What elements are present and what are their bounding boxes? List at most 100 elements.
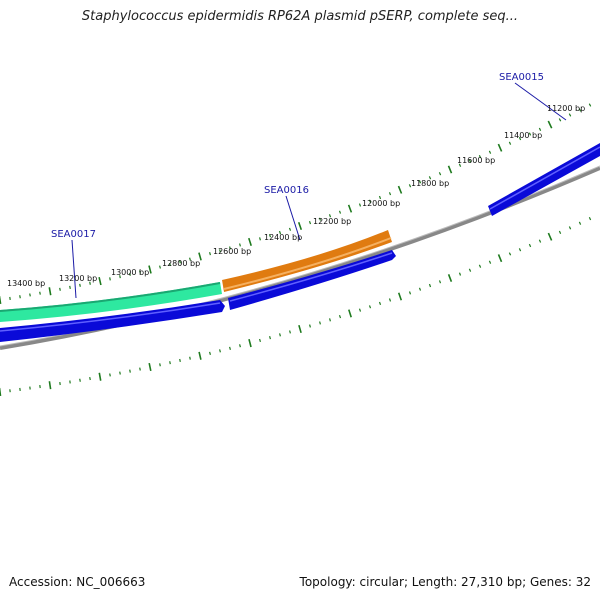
tick-minor [478,155,482,159]
tick-minor [278,230,282,235]
tick-major [497,254,503,263]
tick-minor [458,163,462,167]
tick-minor [269,336,271,340]
tick-label-13400: 13400 bp [7,279,45,288]
outer-tick-ring [0,103,592,304]
tick-minor [538,239,542,243]
tick-minor [109,277,111,281]
tick-minor [508,252,512,256]
tick-minor [129,369,131,373]
tick-minor [139,270,141,274]
tick-minor [89,376,91,381]
tick-label-11800: 11800 bp [411,179,449,188]
inner-tick-ring [0,217,592,397]
tick-minor [239,344,241,348]
gene-arrow-SEA0016[interactable] [222,230,392,292]
tick-minor [189,257,191,261]
tick-minor [338,315,342,319]
tick-minor [129,272,131,276]
tick-minor [528,132,532,136]
tick-minor [219,249,221,253]
tick-minor [318,217,322,221]
tick-minor [109,373,111,377]
tick-minor [368,305,372,309]
tick-minor [358,308,362,312]
tick-minor [329,318,331,322]
tick-minor [528,243,532,248]
tick-minor [119,275,121,279]
tick-minor [458,272,462,276]
tick-minor [169,361,171,365]
gene-label-SEA0016[interactable]: SEA0016 [264,185,309,196]
gene-arrow-reverse-1[interactable] [488,143,600,216]
tick-major [497,143,503,152]
tick-label-12400: 12400 bp [264,233,302,242]
backbone-track [0,166,600,350]
tick-minor [209,252,211,256]
gene-arrow-SEA0017-shade [0,282,221,312]
tick-minor [229,246,231,250]
tick-minor [568,113,572,117]
tick-minor [488,260,492,264]
tick-minor [588,217,592,221]
gene-label-SEA0017[interactable]: SEA0017 [51,229,96,240]
tick-major [0,295,2,304]
tick-minor [119,371,121,375]
tick-major [297,221,303,231]
tick-major [348,309,352,318]
gene-arrow-SEA0016-highlight [223,237,392,290]
tick-minor [308,221,312,225]
tick-minor [179,358,181,363]
tick-minor [518,137,522,141]
tick-minor [139,367,141,371]
tick-label-11600: 11600 bp [457,156,495,165]
tick-label-13000: 13000 bp [111,268,149,277]
tick-major [397,185,403,194]
tick-major [98,277,102,286]
leader-SEA0015 [514,82,567,121]
tick-major [148,265,152,274]
tick-minor [508,141,512,145]
tick-minor [29,293,31,297]
tick-minor [259,237,261,241]
tick-minor [159,363,161,367]
tick-major [347,204,353,213]
tick-major [547,120,553,129]
tick-major [298,324,302,334]
tick-minor [328,214,332,218]
tick-major [397,292,403,301]
tick-minor [189,356,191,360]
tick-minor [378,195,382,200]
tick-minor [79,378,81,382]
tick-minor [568,226,572,230]
tick-minor [309,324,311,328]
tick-major [248,339,252,348]
tick-minor [418,287,422,291]
tick-major [98,372,102,381]
tick-minor [478,264,482,268]
tick-minor [388,298,392,302]
tick-minor [538,127,542,131]
tick-minor [518,248,522,252]
tick-major [547,232,553,241]
tick-major [447,274,453,282]
tick-minor [358,203,362,207]
tick-minor [279,333,281,337]
tick-minor [468,268,472,272]
accession-text: Accession: NC_006663 [9,575,146,589]
gene-arrow-reverse-highlight [0,146,600,332]
tick-minor [488,150,492,154]
tick-minor [319,321,321,325]
tick-minor [268,234,272,238]
tick-label-12600: 12600 bp [213,247,251,256]
tick-minor [259,338,261,343]
tick-minor [179,260,181,264]
summary-text: Topology: circular; Length: 27,310 bp; G… [299,575,591,589]
gene-label-SEA0015[interactable]: SEA0015 [499,72,544,83]
tick-minor [428,283,432,288]
tick-minor [408,291,412,295]
tick-minor [19,295,21,299]
tick-label-13200: 13200 bp [59,274,97,283]
tick-minor [578,221,582,225]
